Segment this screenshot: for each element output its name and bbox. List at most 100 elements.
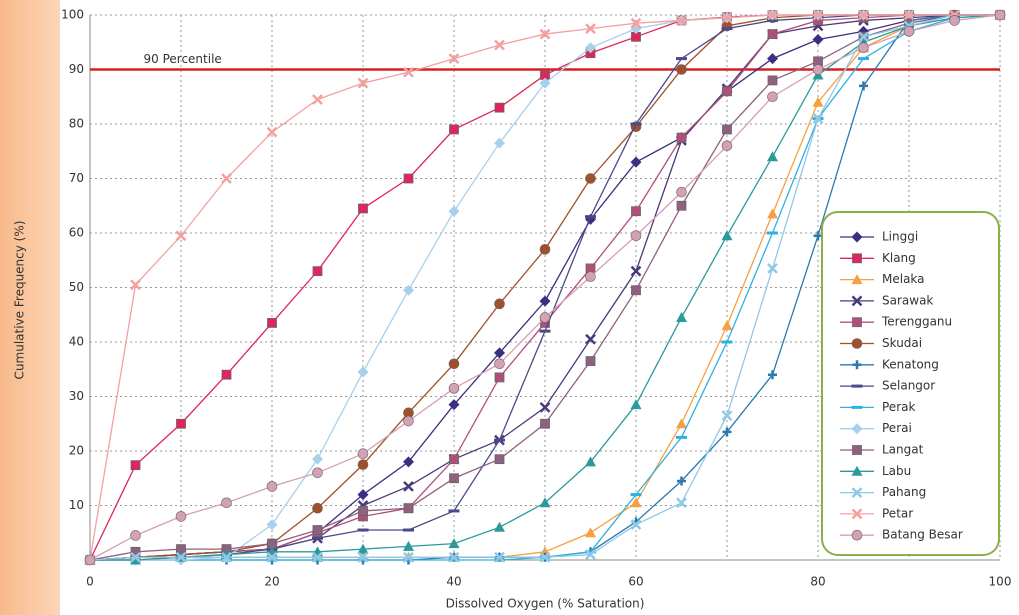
- marker: [494, 551, 505, 563]
- marker: [858, 9, 869, 21]
- x-tick-label: 100: [989, 575, 1012, 589]
- marker: [448, 399, 460, 411]
- marker: [266, 519, 278, 531]
- marker: [221, 549, 232, 560]
- marker: [312, 558, 323, 562]
- x-tick-label: 80: [810, 575, 825, 589]
- marker: [357, 459, 369, 470]
- marker: [721, 320, 733, 331]
- marker: [221, 551, 232, 563]
- marker: [851, 465, 863, 476]
- marker: [494, 358, 505, 370]
- marker: [585, 456, 596, 467]
- legend-label: Sarawak: [882, 293, 933, 307]
- marker: [630, 122, 642, 126]
- marker: [851, 338, 863, 349]
- marker: [403, 173, 414, 184]
- marker: [84, 554, 96, 566]
- marker: [812, 64, 824, 75]
- marker: [448, 509, 460, 513]
- marker: [852, 253, 862, 264]
- marker: [130, 554, 141, 565]
- marker: [585, 333, 596, 345]
- legend-label: Selangor: [882, 379, 935, 393]
- marker: [403, 66, 414, 78]
- marker: [858, 57, 869, 61]
- marker: [858, 42, 869, 54]
- marker: [494, 347, 505, 359]
- marker: [721, 27, 733, 31]
- marker: [676, 186, 687, 198]
- x-tick-label: 20: [264, 575, 279, 589]
- marker: [403, 284, 414, 296]
- marker: [851, 295, 863, 307]
- x-axis-label: Dissolved Oxygen (% Saturation): [446, 597, 645, 611]
- marker: [539, 77, 551, 89]
- marker: [631, 285, 641, 296]
- x-tick-label: 60: [628, 575, 643, 589]
- marker: [312, 525, 323, 535]
- marker: [812, 34, 824, 46]
- marker: [494, 39, 505, 51]
- legend-label: Perak: [882, 400, 915, 414]
- marker: [851, 529, 863, 541]
- marker: [852, 445, 862, 455]
- marker: [449, 124, 459, 135]
- marker: [851, 274, 863, 285]
- marker: [539, 329, 551, 333]
- marker: [585, 42, 596, 54]
- y-tick-label: 80: [69, 117, 84, 131]
- marker: [903, 26, 915, 37]
- y-tick-label: 50: [69, 280, 84, 294]
- marker: [722, 427, 732, 437]
- marker: [358, 203, 368, 214]
- marker: [267, 318, 277, 328]
- y-tick-label: 10: [69, 498, 84, 512]
- marker: [312, 266, 323, 277]
- marker: [312, 551, 323, 563]
- marker: [403, 503, 414, 514]
- marker: [949, 15, 960, 26]
- annotation: 90 Percentile: [144, 52, 222, 66]
- marker: [767, 75, 778, 86]
- marker: [175, 551, 187, 563]
- marker: [852, 317, 862, 328]
- marker: [448, 551, 460, 563]
- marker: [448, 358, 460, 370]
- marker: [312, 94, 323, 105]
- marker: [175, 230, 187, 242]
- marker: [851, 423, 863, 435]
- marker: [539, 295, 551, 307]
- marker: [494, 137, 505, 149]
- legend-label: Petar: [882, 506, 913, 520]
- marker: [722, 86, 732, 97]
- marker: [630, 399, 642, 410]
- marker: [676, 311, 687, 322]
- legend-label: Pahang: [882, 485, 926, 499]
- legend-label: Skudai: [882, 336, 922, 350]
- marker: [630, 156, 642, 168]
- marker: [851, 231, 863, 243]
- marker: [852, 360, 862, 370]
- y-axis-label: Cumulative Frequency (%): [13, 221, 27, 380]
- marker: [767, 231, 778, 235]
- marker: [631, 206, 641, 217]
- marker: [767, 91, 778, 103]
- marker: [266, 481, 278, 492]
- marker: [312, 502, 323, 514]
- marker: [494, 372, 505, 383]
- marker: [357, 528, 369, 532]
- marker: [403, 558, 414, 562]
- marker: [403, 551, 414, 563]
- marker: [130, 551, 141, 563]
- legend-label: Terengganu: [881, 315, 952, 329]
- marker: [312, 536, 323, 540]
- marker: [676, 418, 687, 429]
- y-tick-label: 100: [61, 8, 84, 22]
- marker: [630, 17, 642, 29]
- marker: [494, 298, 505, 310]
- marker: [539, 244, 551, 255]
- marker: [676, 435, 687, 439]
- marker: [221, 369, 232, 380]
